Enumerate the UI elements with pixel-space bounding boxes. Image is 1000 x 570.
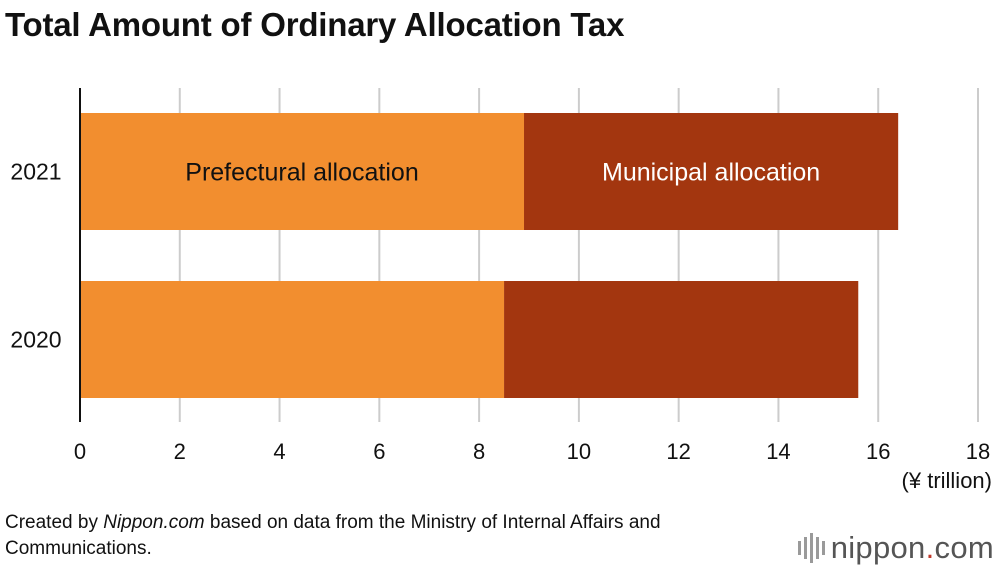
series-label-prefectural: Prefectural allocation	[185, 159, 418, 187]
x-tick-label: 16	[866, 439, 890, 464]
x-tick-label: 2	[174, 439, 186, 464]
bar-prefectural	[80, 113, 525, 230]
bar-chart: Prefectural allocation Municipal allocati…	[10, 88, 992, 493]
logo-mark-icon	[797, 533, 825, 563]
x-tick-label: 12	[666, 439, 690, 464]
bar-municipal	[524, 113, 899, 230]
x-tick-label: 10	[567, 439, 591, 464]
series-label-municipal: Municipal allocation	[602, 159, 820, 187]
source-prefix: Created by	[5, 512, 104, 533]
category-label: 2021	[10, 159, 61, 185]
nippon-logo: nippon.com	[797, 530, 994, 566]
x-tick-label: 8	[473, 439, 485, 464]
logo-wordmark: nippon.com	[830, 530, 994, 565]
x-unit-label: (¥ trillion)	[902, 468, 992, 493]
bar-municipal	[504, 281, 859, 398]
x-tick-label: 14	[766, 439, 790, 464]
bar-prefectural	[80, 281, 505, 398]
x-tick-label: 18	[966, 439, 990, 464]
source-site: Nippon.com	[103, 512, 205, 533]
category-label: 2020	[10, 327, 61, 353]
source-suffix: based on data from the Ministry of Inter…	[5, 512, 661, 559]
x-tick-label: 6	[373, 439, 385, 464]
x-tick-label: 4	[273, 439, 285, 464]
source-note: Created by Nippon.com based on data from…	[5, 510, 695, 562]
x-tick-label: 0	[74, 439, 86, 464]
chart-title: Total Amount of Ordinary Allocation Tax	[5, 6, 625, 43]
